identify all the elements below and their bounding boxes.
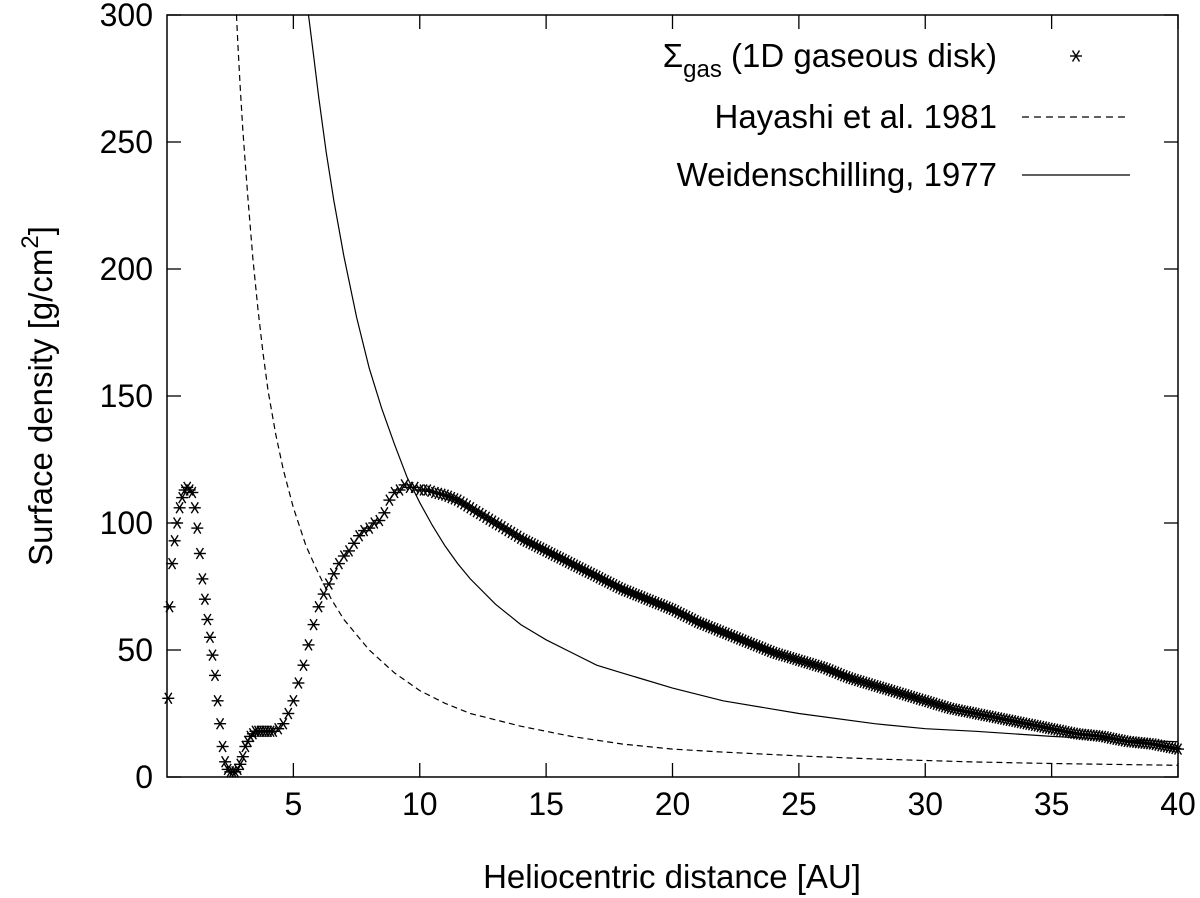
- data-point: [311, 600, 326, 613]
- data-point: [205, 648, 220, 662]
- data-point: [347, 537, 361, 550]
- y-tick-label: 200: [100, 251, 153, 287]
- x-tick-label: 5: [284, 786, 302, 822]
- data-point: [327, 567, 341, 580]
- x-tick-label: 25: [781, 786, 817, 822]
- data-point: [170, 516, 184, 530]
- series-layer: [161, 14, 1185, 779]
- axis-ticks: [167, 14, 1179, 778]
- legend-marker-asterisk: [1069, 49, 1083, 63]
- y-tick-label: 300: [100, 0, 153, 33]
- data-point: [193, 547, 207, 560]
- y-axis-label: Surface density [g/cm2]: [17, 226, 59, 566]
- x-tick-label: 40: [1160, 786, 1196, 822]
- x-tick-label: 35: [1034, 786, 1070, 822]
- legend-entry-sigma-gas: Σgas (1D gaseous disk): [663, 37, 1083, 83]
- data-point: [200, 613, 215, 626]
- series-hayashi-line: [235, 14, 1179, 766]
- legend-label-weidenschilling: Weidenschilling, 1977: [677, 156, 997, 193]
- y-tick-label: 150: [100, 378, 153, 414]
- x-tick-label: 20: [655, 786, 691, 822]
- data-point: [210, 694, 225, 707]
- x-tick-label: 30: [907, 786, 943, 822]
- data-point: [188, 501, 202, 514]
- data-point: [165, 557, 179, 570]
- legend-label-hayashi: Hayashi et al. 1981: [714, 98, 997, 135]
- y-tick-label: 100: [100, 505, 153, 541]
- data-point: [190, 521, 205, 535]
- data-point: [281, 707, 295, 720]
- legend-label-sigma-gas: Σgas (1D gaseous disk): [663, 37, 997, 83]
- data-point: [215, 740, 230, 753]
- data-point: [167, 534, 182, 547]
- legend-entry-weidenschilling: Weidenschilling, 1977: [677, 156, 1130, 193]
- series-weidenschilling-line: [307, 14, 1179, 743]
- data-point: [296, 659, 311, 672]
- data-point: [306, 618, 321, 631]
- data-point: [291, 676, 306, 690]
- y-tick-label: 50: [117, 632, 153, 668]
- axis-tick-labels: 5 10 15 20 25 30 35 40 0 50 100 150 200 250 300: [100, 0, 1196, 822]
- data-point: [198, 593, 212, 606]
- data-point: [377, 506, 392, 519]
- x-tick-label: 15: [528, 786, 564, 822]
- y-tick-label: 0: [135, 759, 153, 795]
- data-point: [161, 692, 176, 705]
- data-point: [382, 493, 397, 507]
- data-point: [203, 631, 217, 644]
- data-point: [208, 669, 222, 682]
- x-axis-label: Heliocentric distance [AU]: [483, 858, 861, 895]
- plot-frame: [166, 14, 1179, 778]
- x-tick-label: 10: [402, 786, 438, 822]
- data-point: [213, 717, 227, 730]
- data-point: [317, 587, 331, 601]
- data-point: [286, 694, 301, 707]
- data-point: [322, 577, 336, 591]
- data-point: [172, 501, 187, 514]
- data-point: [301, 638, 316, 652]
- data-point: [332, 557, 346, 570]
- legend-entry-hayashi: Hayashi et al. 1981: [714, 98, 1130, 135]
- series-sigma-gas-points: [161, 478, 1185, 779]
- data-point: [195, 572, 210, 586]
- y-tick-label: 250: [100, 124, 153, 160]
- data-point: [162, 600, 177, 613]
- legend: Σgas (1D gaseous disk) Hayashi et al. 19…: [663, 37, 1130, 193]
